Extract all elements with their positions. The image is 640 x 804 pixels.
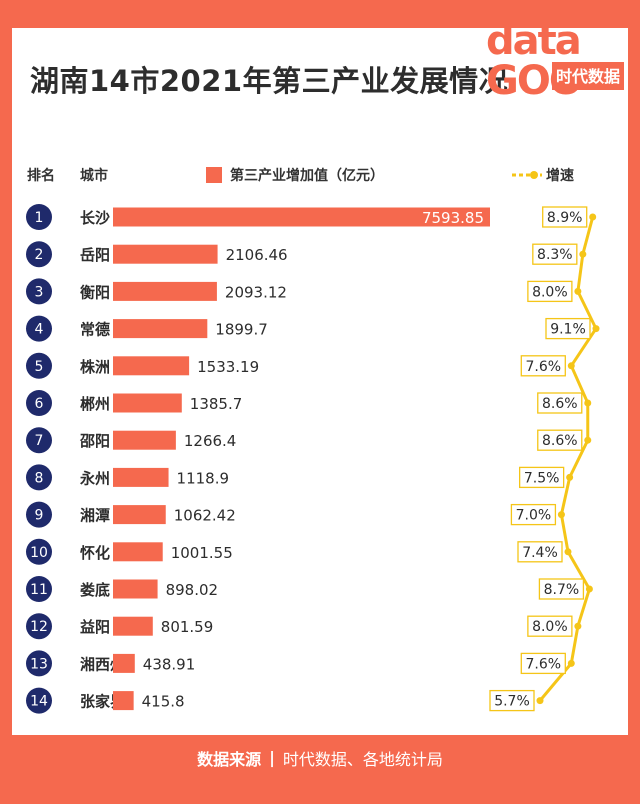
footer-label: 数据来源 bbox=[197, 749, 262, 769]
chart-card bbox=[12, 28, 628, 735]
header-rank: 排名 bbox=[27, 168, 55, 184]
chart-title: 湖南14市2021年第三产业发展情况 bbox=[30, 64, 509, 98]
logo-brand-text: 时代数据 bbox=[556, 67, 620, 86]
header-city: 城市 bbox=[80, 168, 108, 184]
footer-sources: 时代数据、各地统计局 bbox=[282, 749, 443, 769]
logo-brand-box bbox=[552, 62, 624, 90]
header-value: 第三产业增加值（亿元） bbox=[230, 168, 384, 184]
legend-bar-swatch bbox=[206, 167, 222, 183]
header-speed: 增速 bbox=[546, 168, 574, 184]
legend-line-icon bbox=[512, 171, 542, 179]
footer: 数据来源 | 时代数据、各地统计局 bbox=[0, 735, 640, 780]
footer-separator: | bbox=[269, 748, 275, 767]
logo-text-data: data bbox=[486, 18, 580, 64]
datagoo-logo: data GOO 时代数据 bbox=[486, 18, 624, 104]
